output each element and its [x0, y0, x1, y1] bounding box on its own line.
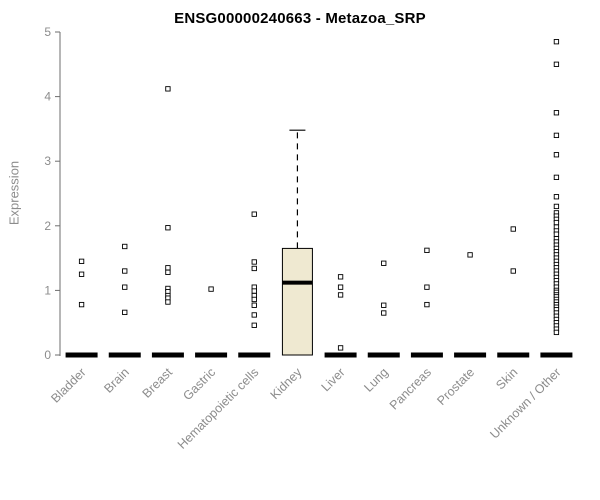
y-tick-label: 0 [44, 348, 51, 362]
outlier-point [553, 174, 560, 180]
outlier-point [553, 194, 560, 200]
outlier-point [381, 260, 387, 266]
outlier-point [251, 211, 257, 217]
outlier-point [553, 329, 560, 336]
zero-median-bar [410, 352, 443, 358]
outlier-point [553, 203, 560, 210]
y-tick-label: 5 [44, 25, 51, 39]
x-axis-label: Pancreas [387, 365, 434, 412]
x-axis-label: Skin [493, 365, 520, 392]
outlier-point [165, 265, 171, 271]
outlier-point [553, 39, 560, 45]
outlier-point [251, 265, 257, 272]
outlier-point [337, 345, 344, 351]
outlier-point [424, 247, 430, 253]
outlier-point [424, 301, 430, 308]
box [281, 247, 313, 356]
outlier-point [78, 271, 85, 277]
y-tick-label: 3 [44, 154, 51, 168]
x-axis-label: Bladder [48, 365, 88, 405]
outlier-point [122, 268, 128, 274]
outlier-point [381, 302, 387, 308]
outlier-point [251, 322, 257, 328]
zero-median-bar [454, 352, 487, 358]
zero-median-bar [324, 352, 357, 358]
outlier-point [122, 284, 128, 290]
outlier-point [165, 86, 171, 92]
x-axis-label: Prostate [434, 365, 477, 408]
outlier-point [553, 152, 560, 158]
y-tick-label: 4 [44, 90, 51, 104]
zero-median-bar [540, 352, 573, 358]
outlier-point [251, 312, 257, 318]
x-axis-label: Hematopoietic cells [175, 365, 262, 452]
outlier-point [165, 225, 171, 231]
x-axis-label: Liver [319, 365, 348, 394]
outlier-point [510, 226, 516, 232]
outlier-point [553, 219, 560, 226]
outlier-point [381, 310, 387, 316]
x-axis-label: Breast [140, 365, 176, 401]
outlier-point [510, 268, 516, 274]
outlier-point [467, 252, 473, 258]
outlier-point [78, 258, 85, 264]
outlier-point [424, 284, 430, 290]
outlier-point [122, 243, 128, 250]
x-axis-label: Kidney [268, 365, 305, 402]
zero-median-bar [108, 352, 141, 358]
median-line [282, 280, 313, 285]
outlier-point [78, 301, 85, 308]
zero-median-bar [195, 352, 228, 358]
x-axis-label: Brain [101, 365, 132, 396]
zero-median-bar [151, 352, 184, 358]
outlier-point [165, 299, 171, 305]
zero-median-bar [497, 352, 530, 358]
zero-median-bar [65, 352, 98, 358]
outlier-point [122, 309, 128, 316]
outlier-point [337, 284, 344, 290]
chart-title: ENSG00000240663 - Metazoa_SRP [174, 10, 426, 27]
x-axis-label: Lung [361, 365, 391, 395]
outlier-point [165, 269, 171, 275]
x-axis-label: Gastric [180, 365, 218, 403]
outlier-point [337, 292, 344, 298]
outlier-point [251, 302, 257, 308]
zero-median-bar [238, 352, 271, 358]
zero-median-bar [367, 352, 400, 358]
outlier-point [251, 296, 257, 303]
outlier-point [553, 61, 560, 67]
outlier-point [553, 110, 560, 116]
outlier-point [251, 259, 257, 265]
outlier-point [553, 132, 560, 139]
outlier-point [251, 288, 257, 294]
y-tick-label: 2 [44, 219, 51, 233]
y-tick-label: 1 [44, 283, 51, 297]
outlier-point [208, 286, 214, 292]
outlier-point [337, 274, 344, 280]
outlier-point [553, 231, 560, 237]
